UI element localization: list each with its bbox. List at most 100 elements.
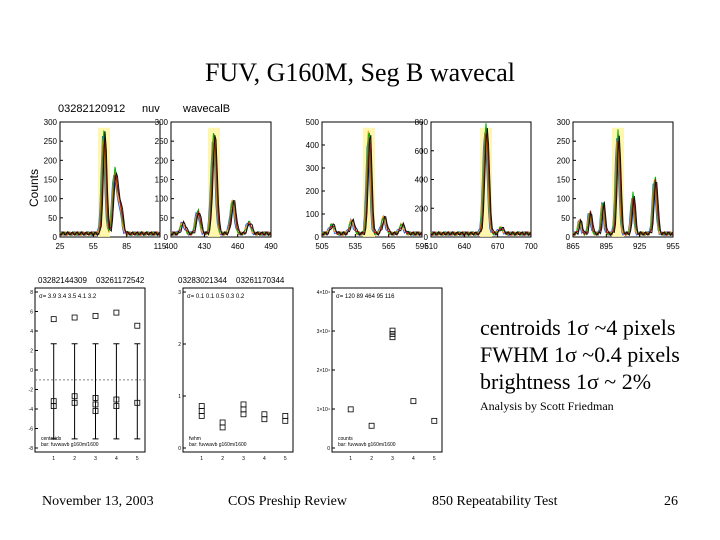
spectrum-ytick-label: 400 — [415, 176, 429, 185]
spectrum-ytick-label: 0 — [315, 233, 320, 242]
repeat-frame — [182, 287, 294, 453]
repeat-panel-3: σ= 120 89 464 95 116 4×10⁴ 3×10⁴ 2×10⁴ 1×10⁴… — [317, 287, 443, 462]
repeat-ytick-label: 1 — [178, 394, 181, 400]
spectrum-ytick-label: 50 — [48, 214, 57, 223]
repeat-marker — [71, 399, 78, 406]
repeat-ytick-label: -8 — [29, 446, 34, 452]
spectrum-ytick-label: 0 — [424, 233, 429, 242]
stats-block: centroids 1σ ~4 pixels FWHM 1σ ~0.4 pixe… — [480, 314, 680, 395]
spectrum-series-5 — [170, 135, 272, 237]
spectrum-xtick-label: 955 — [666, 242, 680, 251]
stat-fwhm: FWHM 1σ ~0.4 pixels — [480, 342, 680, 367]
repeat-frame — [34, 287, 146, 453]
stat-centroids: centroids 1σ ~4 pixels — [480, 315, 676, 340]
spectrum-ytick-label: 800 — [415, 118, 429, 127]
spectrum-ytick-label: 150 — [155, 176, 169, 185]
spectrum-xtick-label: 895 — [600, 242, 614, 251]
repeat-ytick-label: 8 — [30, 290, 33, 296]
spectrum-xtick-label: 535 — [349, 242, 363, 251]
repeat-xtick-label: 4 — [263, 456, 266, 462]
repeat-marker — [71, 393, 78, 400]
repeat-xtick-label: 3 — [94, 456, 97, 462]
repeat-marker — [134, 399, 141, 406]
repeat-sigma-label: σ= 3.9 3.4 3.5 4.1 3.2 — [39, 294, 97, 300]
repeat-marker — [134, 322, 141, 329]
spectrum-xtick-label: 595 — [415, 242, 429, 251]
stat-brightness: brightness 1σ ~ 2% — [480, 369, 652, 394]
repeat-marker — [92, 312, 99, 319]
spectrum-xtick-label: 670 — [491, 242, 505, 251]
repeat-ytick-label: -2 — [29, 388, 34, 394]
repeat-xtick-label: 2 — [221, 456, 224, 462]
repeat-sigma-label: σ= 120 89 464 95 116 — [336, 294, 395, 300]
spectra-header-mode: wavecalB — [182, 103, 230, 115]
repeat-marker — [219, 424, 226, 431]
repeat-ytick-label: 4 — [30, 329, 33, 335]
spectrum-ytick-label: 300 — [44, 118, 58, 127]
repeat-marker — [50, 316, 57, 323]
footer-page-number: 26 — [664, 494, 678, 509]
spectrum-xtick-label: 55 — [89, 242, 98, 251]
spectrum-ytick-label: 500 — [306, 118, 320, 127]
repeat-marker — [261, 416, 268, 423]
spectrum-xtick-label: 490 — [264, 242, 278, 251]
spectrum-ytick-label: 200 — [557, 156, 571, 165]
repeat-xtick-label: 5 — [284, 456, 287, 462]
spectrum-panel-1: 0 50 100 150 200 250 300 25 55 85 115 — [44, 118, 167, 251]
spectrum-ytick-label: 200 — [415, 204, 429, 213]
repeat-legend-line: fwhm — [189, 436, 201, 442]
spectrum-series-4 — [430, 133, 532, 237]
spectrum-ytick-label: 200 — [44, 156, 58, 165]
spectrum-series-5 — [59, 131, 161, 237]
repeat-xtick-label: 5 — [433, 456, 436, 462]
repeat-xtick-label: 2 — [370, 456, 373, 462]
repeat-marker — [50, 403, 57, 409]
repeat-header-id-1: 03282144309 — [38, 276, 87, 285]
repeat-ytick-label: 3 — [178, 290, 181, 296]
spectrum-ytick-label: 0 — [53, 233, 58, 242]
repeat-header-id-4: 03261170344 — [236, 276, 285, 285]
spectrum-series-5 — [572, 135, 674, 237]
repeat-xtick-label: 1 — [52, 456, 55, 462]
spectrum-panel-2: 0 50 100 150 200 250 300 400 430 460 490 — [155, 118, 279, 251]
spectrum-frame — [170, 121, 272, 238]
spectrum-ytick-label: 100 — [44, 195, 58, 204]
spectrum-xtick-label: 865 — [566, 242, 580, 251]
repeat-xtick-label: 4 — [115, 456, 118, 462]
spectrum-xtick-label: 640 — [458, 242, 472, 251]
repeat-ytick-label: 0 — [30, 368, 33, 374]
spectrum-panel-3: 0 100 200 300 400 500 505 535 565 595 — [306, 118, 430, 251]
spectrum-xtick-label: 400 — [164, 242, 178, 251]
repeat-xtick-label: 3 — [242, 456, 245, 462]
spectrum-series-5 — [430, 128, 532, 237]
spectrum-ytick-label: 300 — [557, 118, 571, 127]
spectrum-panel-5: 0 50 100 150 200 250 300 865 895 925 955 — [557, 118, 681, 251]
repeat-ytick-label: 0 — [178, 446, 181, 452]
spectrum-ytick-label: 300 — [155, 118, 169, 127]
repeat-legend-line: bar: fuvwavb g160m/1600 — [338, 442, 396, 448]
repeat-xtick-label: 4 — [412, 456, 415, 462]
repeat-marker — [113, 403, 120, 409]
spectrum-xtick-label: 700 — [524, 242, 538, 251]
spectrum-ytick-label: 150 — [44, 176, 58, 185]
repeat-xtick-label: 5 — [136, 456, 139, 462]
spectrum-series-3 — [430, 123, 532, 237]
slide-title: FUV, G160M, Seg B wavecal — [204, 58, 516, 87]
spectrum-xtick-label: 25 — [56, 242, 65, 251]
repeat-ytick-label: 2×10⁴ — [317, 368, 330, 374]
spectrum-ytick-label: 200 — [155, 156, 169, 165]
repeat-marker — [92, 408, 99, 414]
spectrum-series-5 — [321, 135, 423, 237]
repeat-figure: σ= 3.9 3.4 3.5 4.1 3.2 8 6 4 2 0 -2 -4 -6 -8 1 2 3 4 5… — [29, 287, 443, 462]
repeat-marker — [410, 398, 417, 405]
spectra-ylabel: Counts — [27, 169, 41, 207]
spectrum-panel-4: 0 200 400 600 800 610 640 670 700 — [415, 118, 539, 251]
repeat-ytick-label: 1×10⁴ — [317, 407, 330, 413]
repeat-header-id-3: 03283021344 — [178, 276, 227, 285]
repeat-panel-2: σ= 0.1 0.1 0.5 0.3 0.2 3 2 1 0 1 2 3 4 5 fwhmbar: … — [178, 287, 294, 462]
repeat-panel-1: σ= 3.9 3.4 3.5 4.1 3.2 8 6 4 2 0 -2 -4 -6 -8 1 2 3 4 5… — [29, 287, 146, 462]
repeat-ytick-label: 3×10⁴ — [317, 329, 330, 335]
spectra-header-id: 03282120912 — [58, 103, 125, 115]
repeat-marker — [347, 406, 354, 413]
analysis-credit: Analysis by Scott Friedman — [480, 399, 614, 413]
